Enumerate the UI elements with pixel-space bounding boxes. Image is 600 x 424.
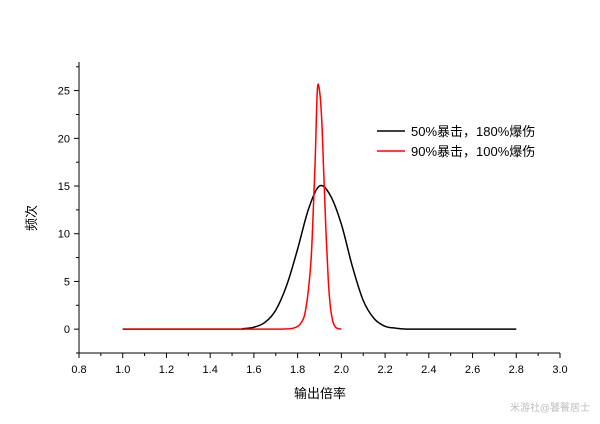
x-tick-label: 2.2 — [377, 364, 392, 376]
x-axis: 0.8 1.0 1.2 1.4 1.6 1.8 2.0 2.2 2.4 2.6 2.8 3.0 — [71, 353, 568, 376]
y-tick-label: 10 — [58, 229, 70, 241]
x-tick-label: 2.8 — [509, 364, 524, 376]
y-axis-title: 频次 — [24, 205, 40, 231]
x-tick-label: 1.2 — [159, 364, 174, 376]
y-axis: 0 5 10 15 20 25 — [58, 66, 79, 354]
series-line-2 — [122, 83, 342, 330]
x-tick-label: 2.6 — [465, 364, 480, 376]
plot-frame — [78, 62, 560, 354]
x-tick-label: 0.8 — [71, 364, 86, 376]
series-layer — [122, 83, 517, 330]
series-line-1 — [122, 184, 517, 330]
legend-label-1: 50%暴击，180%爆伤 — [411, 124, 535, 139]
x-tick-label: 3.0 — [552, 364, 567, 376]
x-tick-label: 1.4 — [203, 364, 218, 376]
y-tick-label: 20 — [58, 133, 70, 145]
y-tick-label: 15 — [58, 181, 70, 193]
x-tick-label: 2.4 — [421, 364, 436, 376]
y-tick-label: 5 — [64, 276, 70, 288]
x-tick-label: 1.6 — [246, 364, 261, 376]
legend-label-2: 90%暴击，100%爆伤 — [411, 144, 535, 159]
x-axis-title: 输出倍率 — [294, 386, 346, 402]
legend: 50%暴击，180%爆伤 90%暴击，100%爆伤 — [377, 124, 535, 159]
x-tick-label: 1.0 — [115, 364, 130, 376]
x-tick-label: 2.0 — [334, 364, 349, 376]
x-tick-label: 1.8 — [290, 364, 305, 376]
y-tick-label: 25 — [58, 86, 70, 98]
watermark: 米游社@饕餮居士 — [510, 401, 590, 414]
y-tick-label: 0 — [64, 324, 70, 336]
